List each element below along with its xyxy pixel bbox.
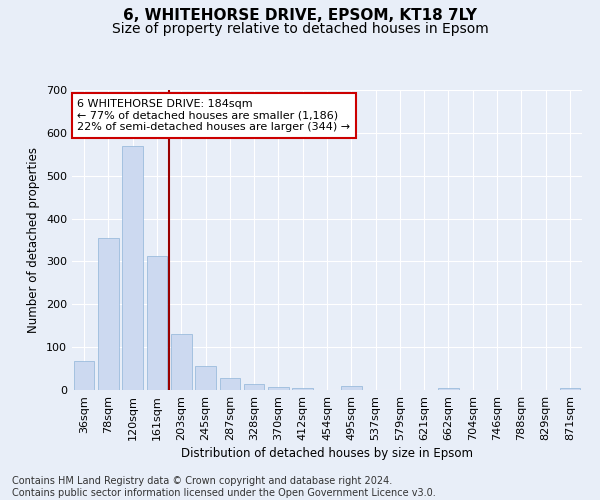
Bar	[171, 334, 191, 390]
Bar	[268, 387, 289, 390]
Text: Size of property relative to detached houses in Epsom: Size of property relative to detached ho…	[112, 22, 488, 36]
Bar	[146, 256, 167, 390]
Bar	[560, 388, 580, 390]
Text: Contains HM Land Registry data © Crown copyright and database right 2024.
Contai: Contains HM Land Registry data © Crown c…	[12, 476, 436, 498]
Bar	[292, 388, 313, 390]
Y-axis label: Number of detached properties: Number of detached properties	[28, 147, 40, 333]
Bar	[122, 146, 143, 390]
Bar	[341, 386, 362, 390]
Bar	[244, 384, 265, 390]
Text: Distribution of detached houses by size in Epsom: Distribution of detached houses by size …	[181, 448, 473, 460]
Bar	[220, 378, 240, 390]
Bar	[438, 388, 459, 390]
Bar	[98, 238, 119, 390]
Bar	[74, 361, 94, 390]
Text: 6 WHITEHORSE DRIVE: 184sqm
← 77% of detached houses are smaller (1,186)
22% of s: 6 WHITEHORSE DRIVE: 184sqm ← 77% of deta…	[77, 99, 350, 132]
Bar	[195, 366, 216, 390]
Text: 6, WHITEHORSE DRIVE, EPSOM, KT18 7LY: 6, WHITEHORSE DRIVE, EPSOM, KT18 7LY	[123, 8, 477, 22]
